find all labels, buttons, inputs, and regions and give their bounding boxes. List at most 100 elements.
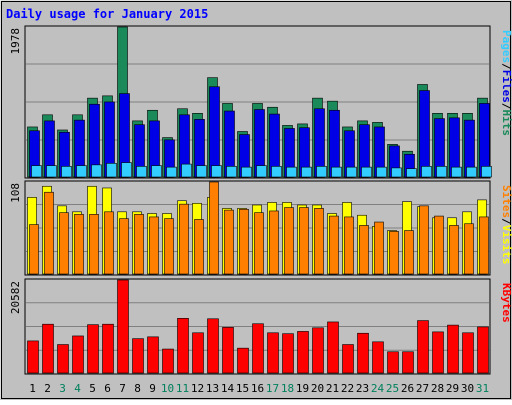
bar-sites (134, 214, 144, 275)
legend-label-files: Files (500, 70, 512, 103)
bar-pages (136, 166, 147, 178)
bar-kbytes (297, 331, 309, 374)
bar-kbytes (372, 341, 384, 374)
bar-pages (466, 166, 477, 178)
bar-pages (256, 165, 267, 178)
panel-max-label: 1978 (9, 28, 22, 55)
bar-sites (29, 224, 39, 275)
bar-pages (451, 166, 462, 178)
bar-pages (271, 166, 282, 178)
x-tick-label: 7 (119, 382, 126, 395)
bar-sites (404, 230, 414, 275)
x-tick-label: 14 (221, 382, 235, 395)
x-tick-label: 10 (161, 382, 174, 395)
x-tick-label: 6 (104, 382, 111, 395)
bar-kbytes (222, 327, 234, 374)
bar-sites (329, 215, 339, 275)
bar-sites (224, 209, 234, 275)
x-tick-label: 5 (89, 382, 96, 395)
x-tick-label: 25 (386, 382, 399, 395)
bar-kbytes (57, 344, 69, 374)
panel-kbytes: 20582 KBytes (9, 278, 512, 375)
bar-pages (331, 166, 342, 178)
bar-kbytes (432, 331, 444, 374)
bar-pages (481, 166, 492, 178)
legend-separator: / (500, 218, 512, 225)
bar-pages (226, 166, 237, 178)
bar-kbytes (87, 324, 99, 374)
bar-sites (119, 218, 129, 275)
bar-files (479, 103, 490, 178)
x-tick-label: 21 (326, 382, 339, 395)
bar-pages (316, 166, 327, 178)
bar-sites (59, 212, 69, 275)
bar-files (419, 90, 430, 178)
bar-kbytes (162, 348, 174, 374)
bar-sites (419, 205, 429, 275)
bar-pages (166, 166, 177, 178)
x-tick-label: 20 (311, 382, 324, 395)
series-pages (31, 162, 492, 178)
series-files (29, 86, 490, 178)
x-tick-label: 31 (476, 382, 489, 395)
legend-label-sites: Sites (500, 185, 512, 218)
bar-kbytes (147, 336, 159, 374)
bar-kbytes (42, 323, 54, 374)
bar-pages (376, 166, 387, 178)
legend-separator: / (500, 63, 512, 70)
bar-kbytes (27, 340, 39, 374)
bar-pages (421, 166, 432, 178)
bar-kbytes (252, 323, 264, 374)
x-tick-label: 3 (59, 382, 66, 395)
x-tick-label: 8 (134, 382, 141, 395)
bar-kbytes (132, 338, 144, 374)
bar-kbytes (102, 323, 114, 374)
series-kbytes (27, 279, 489, 374)
bar-sites (74, 214, 84, 275)
bar-sites (344, 216, 354, 275)
bar-pages (106, 163, 117, 178)
x-tick-label: 13 (206, 382, 219, 395)
bar-sites (374, 221, 384, 275)
panel-max-label: 20582 (9, 281, 22, 314)
panel-series-legend: Pages/Files/Hits (500, 30, 512, 136)
x-tick-label: 17 (266, 382, 279, 395)
bar-kbytes (117, 279, 129, 374)
bar-sites (449, 225, 459, 275)
x-tick-label: 24 (371, 382, 385, 395)
bar-sites (389, 231, 399, 275)
bar-pages (76, 165, 87, 178)
bar-kbytes (177, 318, 189, 374)
bar-kbytes (417, 320, 429, 374)
x-tick-label: 16 (251, 382, 264, 395)
bar-kbytes (327, 321, 339, 374)
bar-pages (301, 166, 312, 178)
legend-label-pages: Pages (500, 30, 512, 63)
series-sites (29, 181, 489, 275)
bar-sites (314, 208, 324, 275)
bar-kbytes (357, 332, 369, 374)
x-tick-label: 4 (74, 382, 81, 395)
legend-separator: / (500, 103, 512, 110)
bar-sites (464, 223, 474, 275)
bar-kbytes (72, 335, 84, 374)
bar-sites (164, 218, 174, 275)
bar-sites (179, 203, 189, 275)
bar-sites (44, 191, 54, 275)
bar-sites (299, 207, 309, 275)
bar-pages (121, 162, 132, 178)
x-tick-label: 19 (296, 382, 309, 395)
legend-label-kbytes: KBytes (500, 283, 512, 323)
bar-pages (241, 166, 252, 178)
bar-pages (151, 165, 162, 178)
x-tick-label: 2 (44, 382, 51, 395)
panel-series-legend: Sites/Visits (500, 185, 512, 265)
x-tick-label: 26 (401, 382, 414, 395)
bar-pages (196, 165, 207, 178)
x-tick-label: 15 (236, 382, 249, 395)
bar-pages (211, 165, 222, 178)
bar-pages (31, 165, 42, 178)
legend-label-visits: Visits (500, 225, 512, 265)
